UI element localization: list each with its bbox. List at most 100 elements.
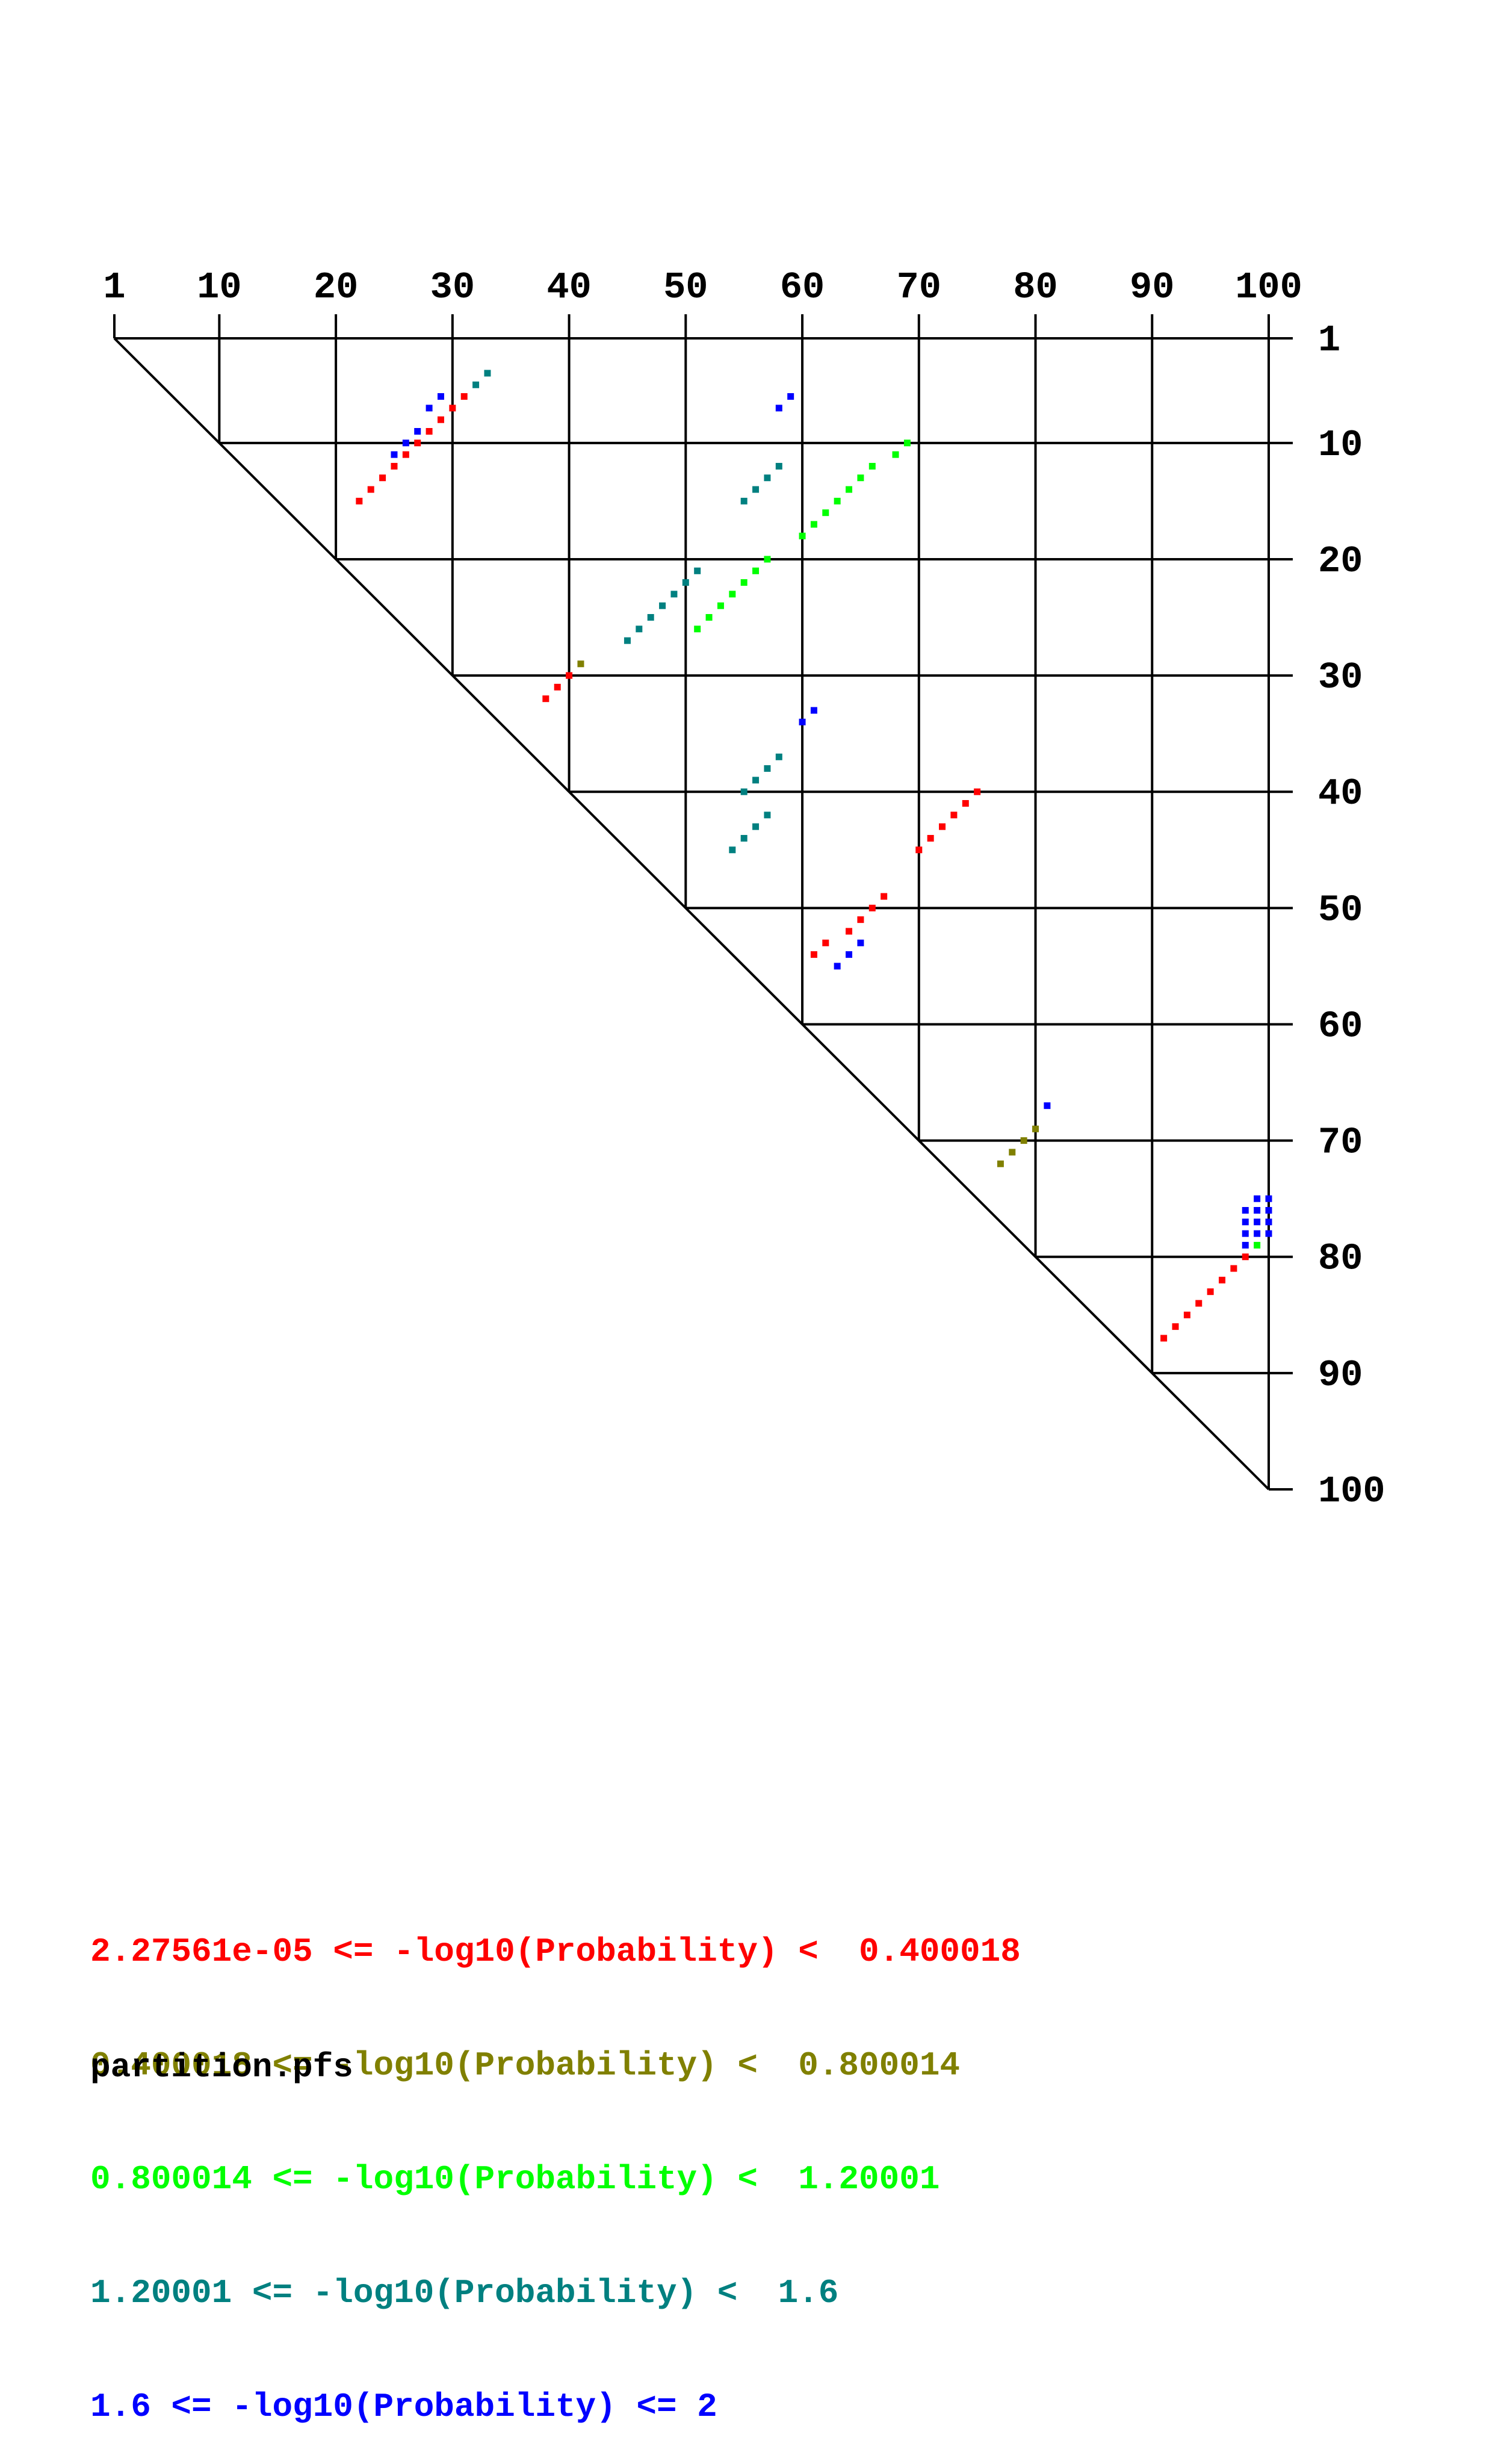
probability-point [822, 509, 829, 517]
y-axis-tick-labels: 1 10 20 30 40 50 60 70 80 90 100 [1318, 319, 1385, 1513]
probability-point [1254, 1218, 1261, 1226]
probability-point [729, 591, 736, 598]
probability-point [868, 904, 876, 911]
probability-point [1242, 1230, 1249, 1237]
y-tick-label: 90 [1318, 1354, 1363, 1397]
probability-point [402, 451, 409, 458]
probability-point [356, 497, 363, 504]
probability-point [694, 567, 701, 574]
x-tick-label: 100 [1235, 266, 1302, 309]
probability-point [939, 823, 946, 830]
probability-point [752, 777, 760, 784]
probability-point [402, 439, 409, 447]
probability-point [846, 951, 853, 958]
legend-entry-1: 2.27561e-05 <= -log10(Probability) < 0.4… [90, 1932, 1021, 1971]
legend-entry-3: 0.800014 <= -log10(Probability) < 1.2000… [90, 2160, 940, 2199]
probability-point [740, 788, 748, 795]
probability-point [460, 393, 468, 400]
probability-point [682, 579, 689, 586]
probability-point [764, 556, 771, 563]
probability-point [705, 614, 713, 621]
x-tick-label: 20 [314, 266, 358, 309]
probability-point [846, 928, 853, 935]
probability-point [997, 1160, 1004, 1167]
probability-point [857, 474, 864, 482]
probability-point [1207, 1288, 1214, 1296]
x-tick-label: 1 [103, 266, 125, 309]
probability-point [694, 625, 701, 633]
y-tick-label: 1 [1318, 319, 1340, 362]
probability-point [717, 602, 724, 609]
probability-point [1265, 1218, 1272, 1226]
probability-point [868, 462, 876, 470]
probability-point [881, 893, 888, 900]
probability-point [857, 916, 864, 923]
y-tick-label: 60 [1318, 1005, 1363, 1047]
probability-point [449, 405, 456, 412]
probability-point [1242, 1253, 1249, 1261]
probability-point [1254, 1195, 1261, 1202]
probability-point [950, 812, 958, 819]
probability-point [775, 753, 782, 760]
probability-point [1160, 1335, 1168, 1342]
probability-point [915, 846, 923, 854]
probability-point [764, 812, 771, 819]
probability-point [799, 718, 806, 725]
probability-point [659, 602, 666, 609]
x-tick-label: 10 [197, 266, 241, 309]
probability-point [810, 951, 817, 958]
y-tick-label: 50 [1318, 889, 1363, 931]
probability-point [1032, 1125, 1039, 1132]
probability-point [367, 486, 374, 493]
probability-point [391, 451, 398, 458]
y-tick-label: 40 [1318, 772, 1363, 815]
y-tick-label: 10 [1318, 424, 1363, 467]
probability-point [414, 439, 421, 447]
legend-entry-5: 1.6 <= -log10(Probability) <= 2 [90, 2388, 717, 2426]
x-tick-label: 60 [780, 266, 825, 309]
probability-point [799, 532, 806, 539]
probability-point [437, 416, 444, 423]
probability-point [577, 660, 584, 668]
probability-point [426, 428, 433, 435]
probability-point [962, 800, 969, 807]
probability-point [1172, 1323, 1179, 1330]
filename-label: partition.pfs [90, 2048, 353, 2087]
x-tick-label: 80 [1013, 266, 1057, 309]
probability-point [857, 939, 864, 946]
x-tick-label: 90 [1130, 266, 1174, 309]
probability-point [437, 393, 444, 400]
x-tick-label: 70 [897, 266, 941, 309]
probability-point [1020, 1137, 1027, 1144]
x-tick-label: 40 [546, 266, 591, 309]
probability-point [834, 497, 841, 504]
y-tick-label: 70 [1318, 1122, 1363, 1164]
probability-point [764, 474, 771, 482]
probability-point [822, 939, 829, 946]
grid-lines [113, 314, 1293, 1491]
x-tick-label: 30 [430, 266, 475, 309]
probability-point [729, 846, 736, 854]
probability-point [1219, 1276, 1226, 1283]
probability-point [1265, 1230, 1272, 1237]
probability-point [740, 834, 748, 842]
probability-point [554, 683, 561, 690]
probability-point [974, 788, 981, 795]
probability-point [834, 963, 841, 970]
probability-points [356, 370, 1272, 1342]
y-tick-label: 80 [1318, 1238, 1363, 1280]
probability-point [566, 672, 573, 679]
probability-point [472, 381, 480, 388]
probability-point [927, 834, 934, 842]
probability-point [379, 474, 386, 482]
probability-point [624, 637, 631, 644]
probability-point [484, 370, 491, 377]
dot-plot-chart: 1 10 20 30 40 50 60 70 80 90 100 11020304050607080… [103, 266, 1385, 1513]
probability-point [1009, 1149, 1016, 1156]
diagonal-line [113, 337, 1270, 1491]
probability-point [787, 393, 794, 400]
probability-point [1254, 1206, 1261, 1214]
probability-point [1044, 1102, 1051, 1109]
probability-point [1183, 1311, 1190, 1318]
probability-point [740, 579, 748, 586]
